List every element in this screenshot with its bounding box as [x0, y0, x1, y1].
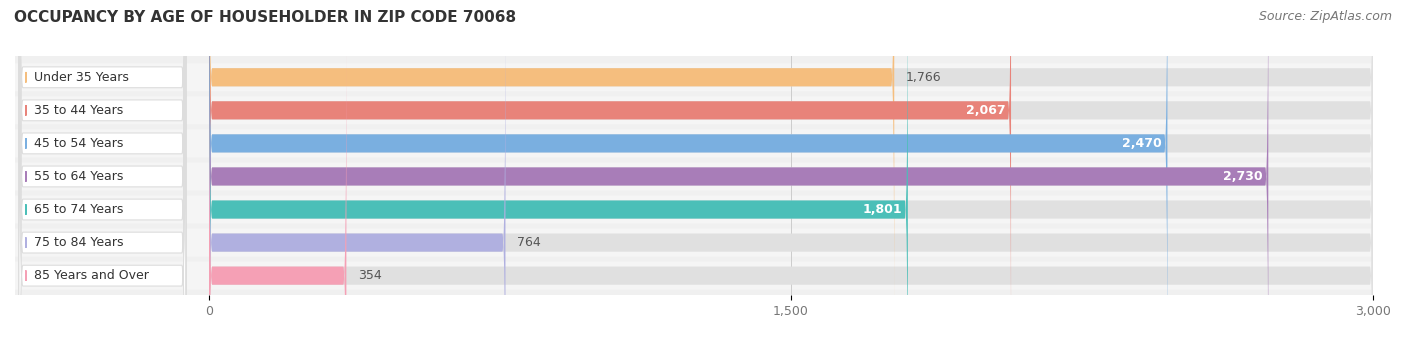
Text: 55 to 64 Years: 55 to 64 Years	[34, 170, 124, 183]
FancyBboxPatch shape	[209, 0, 1374, 340]
FancyBboxPatch shape	[209, 20, 346, 340]
FancyBboxPatch shape	[15, 129, 1374, 157]
FancyBboxPatch shape	[209, 0, 1011, 340]
FancyBboxPatch shape	[18, 0, 186, 340]
Text: 1,766: 1,766	[905, 71, 942, 84]
FancyBboxPatch shape	[209, 20, 1374, 340]
FancyBboxPatch shape	[209, 0, 1374, 340]
FancyBboxPatch shape	[209, 0, 908, 340]
FancyBboxPatch shape	[15, 228, 1374, 257]
FancyBboxPatch shape	[209, 0, 1374, 340]
FancyBboxPatch shape	[15, 163, 1374, 190]
FancyBboxPatch shape	[209, 0, 1167, 340]
FancyBboxPatch shape	[18, 0, 186, 340]
Text: OCCUPANCY BY AGE OF HOUSEHOLDER IN ZIP CODE 70068: OCCUPANCY BY AGE OF HOUSEHOLDER IN ZIP C…	[14, 10, 516, 25]
FancyBboxPatch shape	[15, 63, 1374, 91]
FancyBboxPatch shape	[15, 96, 1374, 124]
Text: 2,730: 2,730	[1223, 170, 1263, 183]
Text: 354: 354	[359, 269, 382, 282]
FancyBboxPatch shape	[209, 0, 1268, 340]
Text: 1,801: 1,801	[862, 203, 903, 216]
FancyBboxPatch shape	[18, 0, 186, 340]
Text: 45 to 54 Years: 45 to 54 Years	[34, 137, 124, 150]
FancyBboxPatch shape	[15, 195, 1374, 224]
FancyBboxPatch shape	[18, 0, 186, 340]
Text: 35 to 44 Years: 35 to 44 Years	[34, 104, 124, 117]
FancyBboxPatch shape	[209, 0, 1374, 333]
Text: 65 to 74 Years: 65 to 74 Years	[34, 203, 124, 216]
Text: 2,067: 2,067	[966, 104, 1005, 117]
FancyBboxPatch shape	[18, 0, 186, 340]
Text: 75 to 84 Years: 75 to 84 Years	[34, 236, 124, 249]
FancyBboxPatch shape	[18, 0, 186, 340]
FancyBboxPatch shape	[18, 0, 186, 340]
Text: 2,470: 2,470	[1122, 137, 1161, 150]
FancyBboxPatch shape	[15, 261, 1374, 290]
Text: Under 35 Years: Under 35 Years	[34, 71, 129, 84]
Text: 85 Years and Over: 85 Years and Over	[34, 269, 149, 282]
Text: Source: ZipAtlas.com: Source: ZipAtlas.com	[1258, 10, 1392, 23]
FancyBboxPatch shape	[209, 0, 1374, 340]
FancyBboxPatch shape	[209, 0, 505, 340]
FancyBboxPatch shape	[209, 0, 1374, 340]
FancyBboxPatch shape	[209, 0, 894, 333]
Text: 764: 764	[517, 236, 541, 249]
